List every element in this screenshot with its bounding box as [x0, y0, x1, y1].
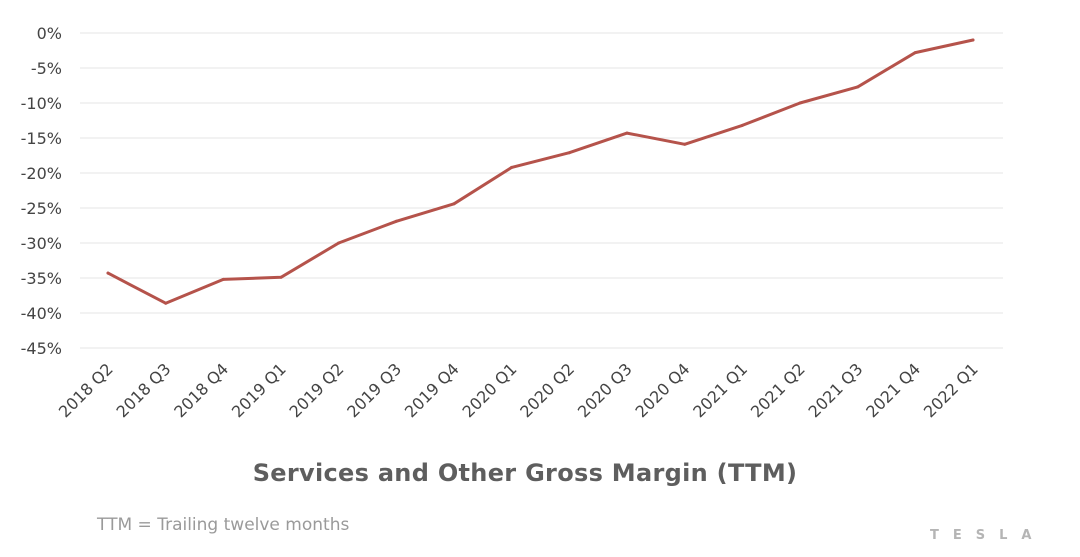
data-point — [625, 131, 629, 135]
x-tick-label: 2019 Q4 — [401, 359, 463, 421]
y-tick-label: -40% — [21, 304, 62, 323]
x-tick-label: 2018 Q2 — [55, 359, 117, 421]
y-tick-label: 0% — [37, 24, 62, 43]
data-point — [683, 142, 687, 146]
y-tick-label: -35% — [21, 269, 62, 288]
x-tick-label: 2020 Q2 — [516, 359, 578, 421]
x-tick-label: 2021 Q1 — [689, 359, 751, 421]
y-tick-label: -15% — [21, 129, 62, 148]
gridlines — [80, 32, 1003, 349]
y-tick-label: -45% — [21, 339, 62, 358]
data-point — [971, 38, 975, 42]
data-point — [164, 301, 168, 305]
data-point — [740, 123, 744, 127]
data-point — [856, 85, 860, 89]
y-axis-ticks: 0% -5% -10% -15% -20% -25% -30% -35% -40% -45% — [21, 24, 62, 358]
x-tick-label: 2021 Q4 — [862, 359, 924, 421]
data-point — [337, 241, 341, 245]
x-tick-label: 2020 Q3 — [574, 359, 636, 421]
data-point — [106, 271, 110, 275]
y-tick-label: -25% — [21, 199, 62, 218]
x-tick-label: 2019 Q1 — [228, 359, 290, 421]
x-tick-label: 2019 Q2 — [286, 359, 348, 421]
data-point — [567, 151, 571, 155]
data-point — [798, 101, 802, 105]
x-tick-label: 2021 Q2 — [747, 359, 809, 421]
x-tick-label: 2022 Q1 — [920, 359, 982, 421]
x-tick-label: 2019 Q3 — [343, 359, 405, 421]
data-point — [913, 51, 917, 55]
data-point — [279, 275, 283, 279]
tesla-logo: TESLA — [930, 528, 1046, 543]
y-tick-label: -20% — [21, 164, 62, 183]
data-point — [452, 202, 456, 206]
data-point — [221, 277, 225, 281]
y-tick-label: -30% — [21, 234, 62, 253]
x-tick-label: 2020 Q1 — [459, 359, 521, 421]
x-tick-label: 2021 Q3 — [805, 359, 867, 421]
data-point — [510, 165, 514, 169]
y-tick-label: -5% — [31, 59, 62, 78]
y-tick-label: -10% — [21, 94, 62, 113]
data-point — [394, 219, 398, 223]
series-line — [106, 38, 975, 305]
chart-title: Services and Other Gross Margin (TTM) — [252, 459, 798, 487]
line-chart: 0% -5% -10% -15% -20% -25% -30% -35% -40% -45% 20… — [21, 24, 1003, 421]
series-group — [106, 38, 975, 305]
x-tick-label: 2018 Q4 — [170, 359, 232, 421]
x-tick-label: 2018 Q3 — [113, 359, 175, 421]
x-tick-label: 2020 Q4 — [632, 359, 694, 421]
footnote: TTM = Trailing twelve months — [97, 515, 350, 535]
